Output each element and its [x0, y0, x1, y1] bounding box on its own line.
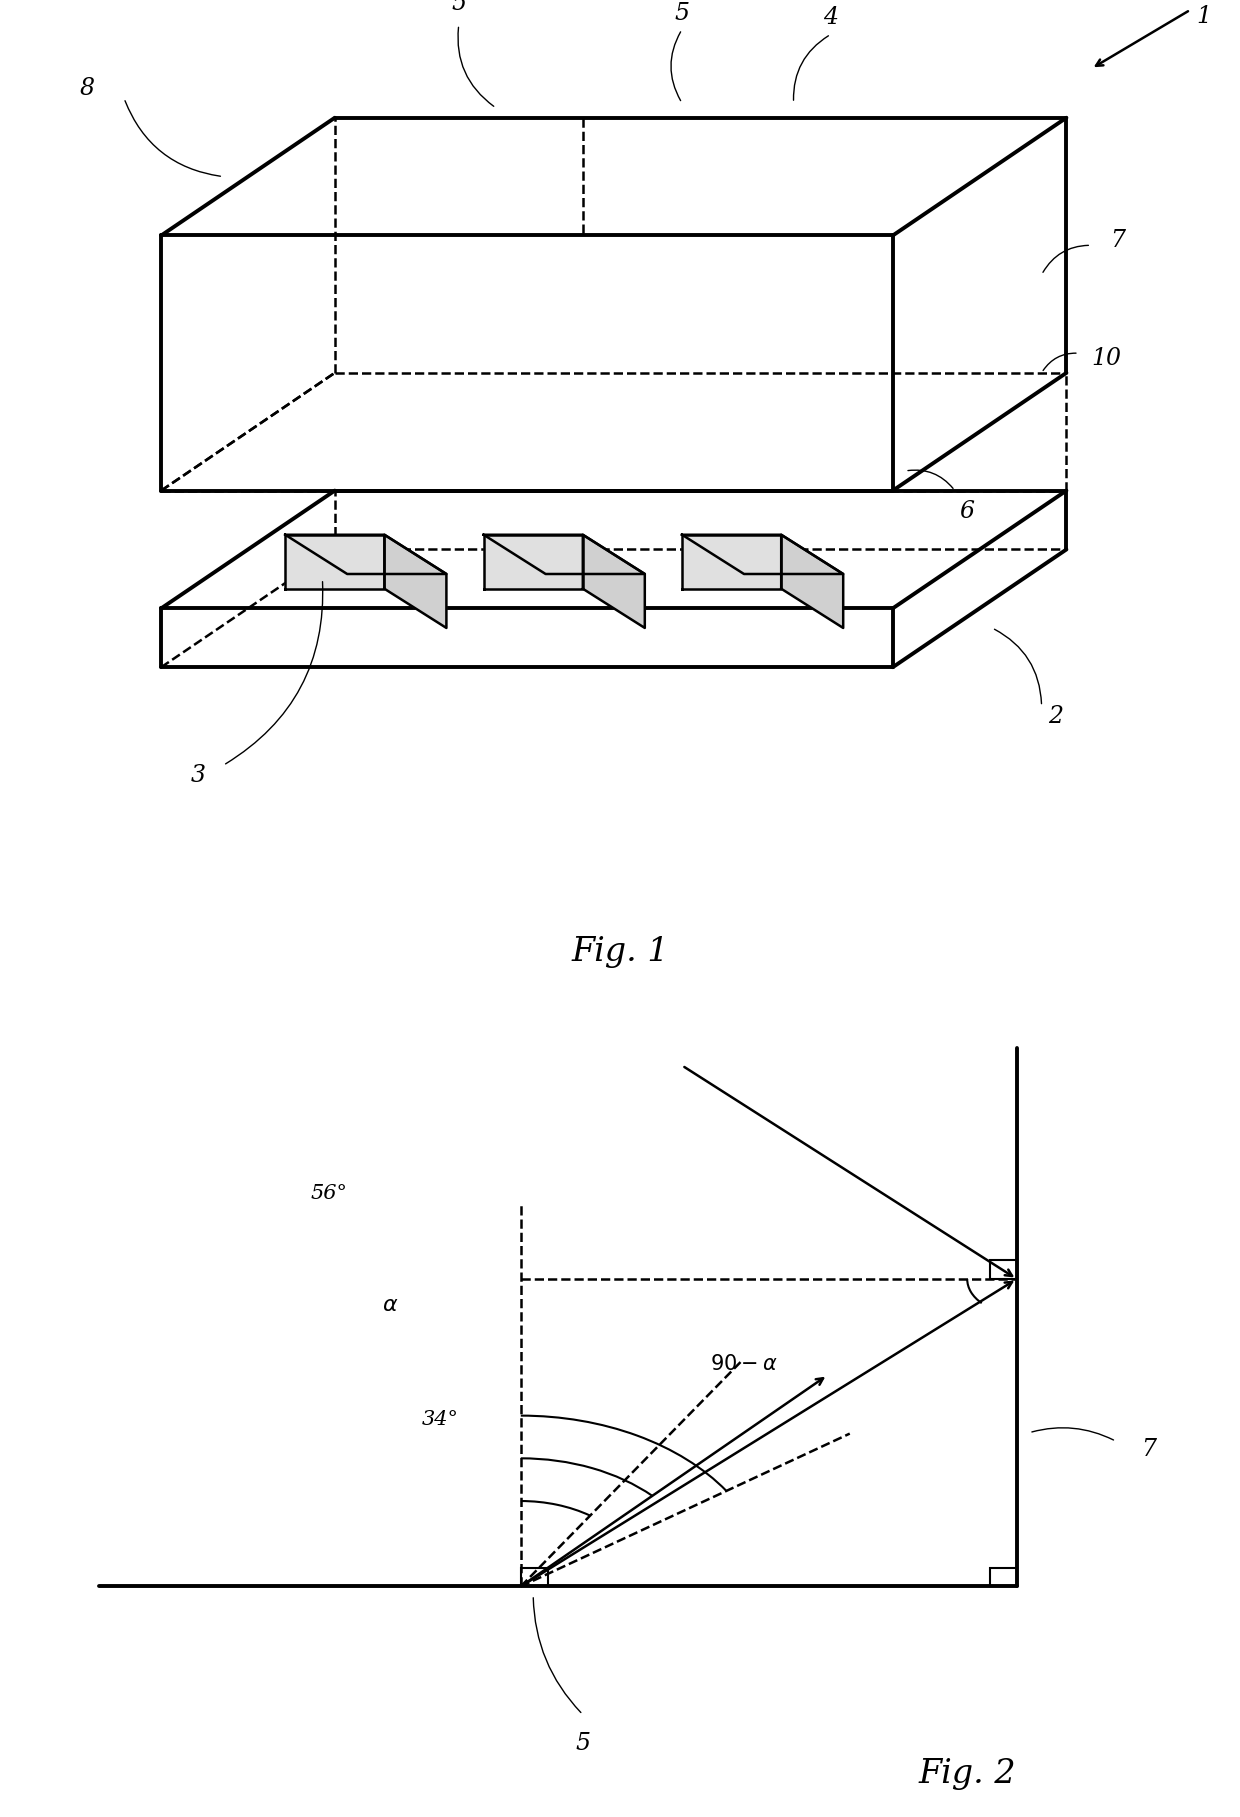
Bar: [990, 1568, 1017, 1586]
Polygon shape: [285, 534, 446, 574]
Text: Fig. 1: Fig. 1: [572, 936, 668, 968]
Text: 3: 3: [191, 763, 206, 787]
Bar: [521, 1568, 548, 1586]
Text: 1: 1: [1197, 5, 1211, 27]
Text: 5: 5: [451, 0, 466, 15]
Bar: [990, 1261, 1017, 1279]
Text: $90-\alpha$: $90-\alpha$: [711, 1354, 777, 1374]
Polygon shape: [781, 534, 843, 629]
Text: Fig. 2: Fig. 2: [919, 1759, 1016, 1790]
Text: 5: 5: [675, 2, 689, 24]
Text: 7: 7: [1141, 1439, 1156, 1461]
Text: 5: 5: [575, 1732, 590, 1755]
Polygon shape: [682, 534, 843, 574]
Polygon shape: [682, 534, 781, 589]
Polygon shape: [583, 534, 645, 629]
Polygon shape: [484, 534, 583, 589]
Polygon shape: [285, 534, 384, 589]
Polygon shape: [384, 534, 446, 629]
Text: 4: 4: [823, 7, 838, 29]
Text: 8: 8: [79, 76, 94, 100]
Text: $\alpha$: $\alpha$: [382, 1294, 399, 1316]
Text: 2: 2: [1048, 705, 1063, 729]
Text: 34°: 34°: [422, 1410, 459, 1430]
Polygon shape: [484, 534, 645, 574]
Text: 6: 6: [960, 500, 975, 523]
Text: 10: 10: [1091, 347, 1121, 369]
Text: 7: 7: [1110, 229, 1125, 253]
Text: 56°: 56°: [310, 1185, 347, 1203]
